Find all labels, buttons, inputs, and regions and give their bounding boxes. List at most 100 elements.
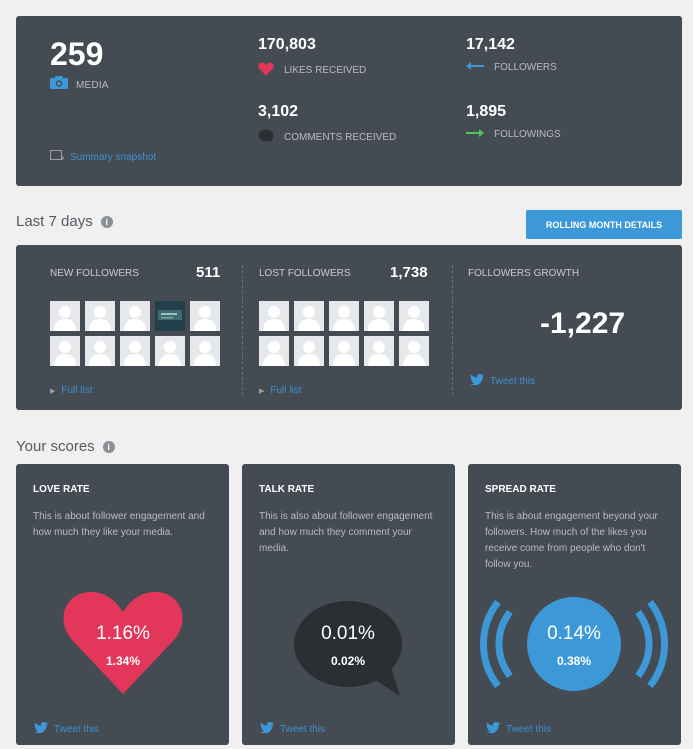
last7-title-row: Last 7 days i	[16, 213, 113, 230]
full-list-label: Full list	[61, 385, 93, 396]
follower-avatar[interactable]	[329, 336, 359, 366]
camera-icon	[50, 76, 68, 94]
love-rate-value: 1.16%	[96, 623, 150, 644]
new-followers-full-list-link[interactable]: ▶ Full list	[50, 385, 93, 396]
new-followers-label: NEW FOLLOWERS	[50, 268, 139, 279]
person-silhouette-icon	[159, 341, 181, 366]
twitter-bird-icon	[34, 722, 48, 736]
love-rate-sub-value: 1.34%	[105, 654, 141, 668]
follower-avatar[interactable]	[85, 336, 115, 366]
person-silhouette-icon	[194, 306, 216, 331]
document-icon	[50, 150, 65, 164]
follower-avatar[interactable]	[190, 301, 220, 331]
likes-stat: 170,803 LIKES RECEIVED	[258, 36, 366, 79]
follower-avatar[interactable]	[120, 301, 150, 331]
follower-avatar[interactable]	[50, 336, 80, 366]
person-silhouette-icon	[368, 341, 390, 366]
info-icon[interactable]: i	[102, 440, 115, 453]
spread-rate-value: 0.14%	[547, 623, 601, 644]
follower-avatar[interactable]	[50, 301, 80, 331]
spread-rate-sub-value: 0.38%	[556, 654, 592, 668]
comments-label-row: COMMENTS RECEIVED	[258, 129, 396, 146]
person-silhouette-icon	[89, 306, 111, 331]
caret-right-icon: ▶	[259, 387, 265, 395]
follower-avatar[interactable]	[399, 336, 429, 366]
summary-panel: 259 MEDIA 170,803 LIKES RECEIVED 3,102 C…	[16, 16, 682, 186]
broadcast-shape-icon	[479, 597, 669, 691]
new-followers-avatars	[50, 301, 220, 366]
follower-avatar[interactable]	[155, 336, 185, 366]
follower-avatar[interactable]	[399, 301, 429, 331]
growth-tweet-link[interactable]: Tweet this	[470, 374, 535, 388]
lost-followers-count: 1,738	[390, 264, 428, 281]
person-silhouette-icon	[333, 341, 355, 366]
talk-rate-title: TALK RATE	[259, 484, 315, 495]
comments-value: 3,102	[258, 103, 299, 120]
comments-stat: 3,102 COMMENTS RECEIVED	[258, 103, 396, 146]
tweet-this-label: Tweet this	[490, 375, 536, 387]
person-silhouette-icon	[54, 341, 76, 366]
talk-rate-sub-value: 0.02%	[330, 654, 366, 668]
spread-rate-desc: This is about engagement beyond your fol…	[485, 511, 658, 570]
lost-followers-full-list-link[interactable]: ▶ Full list	[259, 385, 302, 396]
talk-rate-card: TALK RATE This is also about follower en…	[242, 464, 455, 745]
spread-rate-card: SPREAD RATE This is about engagement bey…	[468, 464, 681, 745]
person-silhouette-icon	[298, 341, 320, 366]
person-silhouette-icon	[368, 306, 390, 331]
scores-title: Your scores	[16, 438, 95, 455]
person-silhouette-icon	[263, 341, 285, 366]
follower-avatar[interactable]	[329, 301, 359, 331]
person-silhouette-icon	[333, 306, 355, 331]
speech-bubble-shape-icon	[294, 601, 402, 696]
arrow-left-icon	[466, 62, 484, 73]
follower-avatar[interactable]	[294, 301, 324, 331]
person-silhouette-icon	[194, 341, 216, 366]
followers-panel: NEW FOLLOWERS 511 ▶ Full list LOST FOLLO…	[16, 245, 682, 410]
followers-stat: 17,142 FOLLOWERS	[466, 36, 557, 73]
last7-title: Last 7 days	[16, 213, 93, 230]
follower-avatar[interactable]	[364, 336, 394, 366]
person-silhouette-icon	[298, 306, 320, 331]
followings-label-row: FOLLOWINGS	[466, 129, 561, 140]
twitter-bird-icon	[260, 722, 274, 736]
lost-followers-label: LOST FOLLOWERS	[259, 268, 351, 279]
love-rate-desc: This is about follower engagement and ho…	[33, 511, 205, 538]
love-rate-title: LOVE RATE	[33, 484, 90, 495]
follower-avatar[interactable]	[294, 336, 324, 366]
follower-avatar[interactable]	[190, 336, 220, 366]
person-silhouette-icon	[124, 341, 146, 366]
rolling-month-details-button[interactable]: ROLLING MONTH DETAILS	[526, 210, 682, 239]
follower-avatar[interactable]	[259, 336, 289, 366]
likes-label: LIKES RECEIVED	[284, 65, 367, 76]
person-silhouette-icon	[403, 306, 425, 331]
media-label-row: MEDIA	[50, 76, 109, 94]
love-rate-tweet-link[interactable]: Tweet this	[34, 722, 99, 736]
speech-bubble-icon	[258, 129, 274, 146]
follower-avatar[interactable]	[259, 301, 289, 331]
person-silhouette-icon	[263, 306, 285, 331]
media-count: 259	[50, 36, 104, 72]
follower-avatar[interactable]	[85, 301, 115, 331]
love-rate-card: LOVE RATE This is about follower engagem…	[16, 464, 229, 745]
person-silhouette-icon	[89, 341, 111, 366]
follower-avatar[interactable]	[120, 336, 150, 366]
followers-label-row: FOLLOWERS	[466, 62, 557, 73]
summary-snapshot-link[interactable]: Summary snapshot	[50, 150, 156, 164]
lost-followers-avatars	[259, 301, 429, 366]
tweet-this-label: Tweet this	[280, 723, 326, 735]
tweet-this-label: Tweet this	[54, 723, 100, 735]
tweet-this-label: Tweet this	[506, 723, 552, 735]
follower-avatar[interactable]	[364, 301, 394, 331]
info-icon[interactable]: i	[100, 215, 113, 228]
followings-label: FOLLOWINGS	[494, 129, 561, 140]
heart-shape-icon	[63, 592, 183, 694]
followers-growth-value: -1,227	[540, 307, 626, 340]
twitter-bird-icon	[486, 722, 500, 736]
full-list-label: Full list	[270, 385, 302, 396]
talk-rate-value: 0.01%	[321, 623, 375, 644]
talk-rate-tweet-link[interactable]: Tweet this	[260, 722, 325, 736]
spread-rate-tweet-link[interactable]: Tweet this	[486, 722, 551, 736]
follower-avatar-photo[interactable]	[155, 301, 185, 331]
followings-value: 1,895	[466, 103, 507, 120]
talk-rate-desc: This is also about follower engagement a…	[259, 511, 433, 554]
